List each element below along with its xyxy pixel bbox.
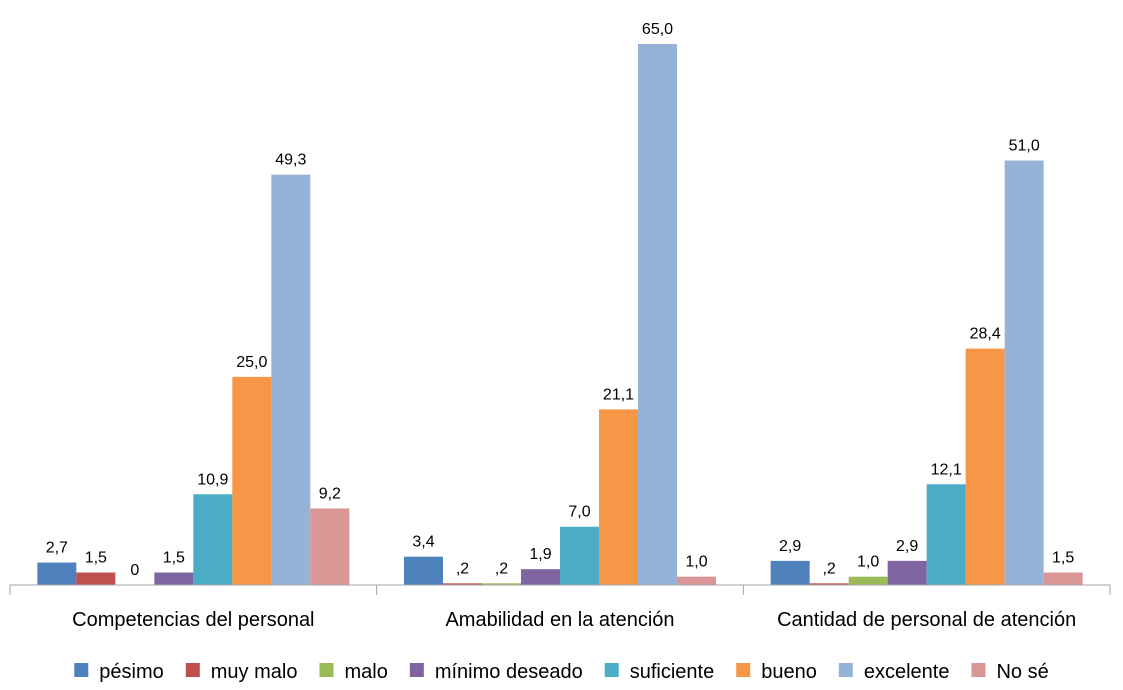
bar-no-sé-2 (1043, 572, 1083, 585)
data-label: ,2 (456, 560, 469, 577)
legend-label: malo (344, 661, 387, 683)
legend: pésimo muy malo malo mínimo deseado suficien… (74, 661, 1049, 683)
legend-item: excelente (838, 661, 950, 683)
legend-label: bueno (761, 661, 817, 683)
bar-excelente-1 (638, 44, 677, 585)
data-label: 2,9 (779, 538, 801, 555)
bar-muy-malo-0 (76, 572, 116, 585)
data-label: ,2 (495, 560, 508, 577)
data-label: 12,1 (931, 461, 962, 478)
bar-bueno-1 (599, 409, 638, 585)
data-label: 2,9 (896, 538, 918, 555)
legend-item: suficiente (604, 661, 715, 683)
category-labels-layer: Competencias del personal Amabilidad en l… (72, 609, 1076, 631)
data-label: 1,5 (1052, 550, 1074, 567)
data-label: 1,5 (85, 550, 107, 567)
legend-swatch (971, 663, 986, 677)
data-label: 65,0 (642, 21, 673, 38)
legend-label: No sé (996, 661, 1048, 683)
bar-bueno-2 (965, 348, 1005, 585)
legend-swatch (409, 663, 424, 677)
data-label: 1,5 (163, 550, 185, 567)
legend-item: muy malo (185, 661, 298, 683)
bar-pésimo-0 (37, 562, 77, 585)
data-label: 28,4 (970, 326, 1001, 343)
legend-item: bueno (736, 661, 817, 683)
category-label: Cantidad de personal de atención (777, 609, 1076, 631)
bar-malo-2 (848, 576, 888, 585)
bar-no-sé-1 (677, 576, 716, 585)
data-label: 51,0 (1009, 138, 1040, 155)
legend-swatch (736, 663, 751, 677)
bar-suficiente-1 (560, 526, 599, 585)
bar-mínimo-deseado-2 (887, 560, 927, 585)
category-label: Competencias del personal (72, 609, 314, 631)
data-label: 7,0 (568, 504, 590, 521)
category-label: Amabilidad en la atención (445, 609, 674, 631)
bar-pésimo-2 (770, 560, 810, 585)
data-labels-layer: 2,7 1,5 0 1,5 10,9 25,0 49,3 9,2 3,4 ,2 ,2 1,9 7,0 21… (46, 21, 1075, 579)
bar-pésimo-1 (404, 556, 443, 585)
data-label: ,2 (822, 560, 835, 577)
bar-malo-1 (482, 583, 521, 585)
bar-suficiente-2 (926, 484, 966, 585)
data-label: 0 (130, 562, 139, 579)
bar-mínimo-deseado-0 (154, 572, 194, 585)
legend-item: No sé (971, 661, 1049, 683)
bar-suficiente-0 (193, 494, 233, 585)
x-axis (9, 584, 1111, 595)
legend-item: malo (319, 661, 388, 683)
bar-excelente-0 (271, 174, 311, 585)
data-label: 21,1 (603, 386, 634, 403)
legend-label: muy malo (211, 661, 298, 683)
bar-muy-malo-1 (443, 583, 482, 585)
legend-label: suficiente (630, 661, 715, 683)
legend-label: excelente (864, 661, 950, 683)
legend-label: pésimo (99, 661, 163, 683)
legend-swatch (319, 663, 334, 677)
data-label: 3,4 (412, 534, 434, 551)
data-label: 10,9 (197, 471, 228, 488)
bar-muy-malo-2 (809, 583, 849, 585)
bar-no-sé-0 (310, 508, 350, 585)
data-label: 9,2 (319, 485, 341, 502)
legend-item: pésimo (74, 661, 164, 683)
data-label: 2,7 (46, 540, 68, 557)
bars-layer (37, 44, 1083, 585)
bar-bueno-0 (232, 376, 272, 585)
legend-swatch (74, 663, 89, 677)
legend-swatch (185, 663, 200, 677)
legend-swatch (838, 663, 853, 677)
legend-label: mínimo deseado (435, 661, 583, 683)
legend-item: mínimo deseado (409, 661, 583, 683)
data-label: 1,0 (857, 554, 879, 571)
data-label: 49,3 (275, 152, 306, 169)
data-label: 1,0 (685, 554, 707, 571)
bar-mínimo-deseado-1 (521, 569, 560, 585)
bar-excelente-2 (1004, 160, 1044, 585)
legend-swatch (604, 663, 619, 677)
data-label: 25,0 (236, 354, 267, 371)
data-label: 1,9 (529, 546, 551, 563)
